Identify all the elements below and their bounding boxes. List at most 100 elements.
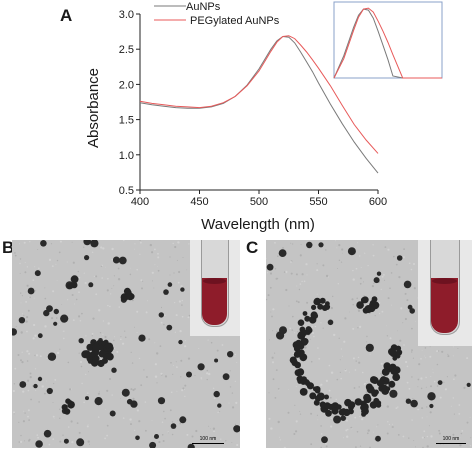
tem-speckle <box>59 440 62 443</box>
nanoparticle <box>149 441 157 448</box>
tem-speckle <box>73 303 75 305</box>
tem-speckle <box>208 425 210 427</box>
tem-speckle <box>84 282 87 284</box>
nanoparticle <box>371 376 379 384</box>
nanoparticle <box>361 296 369 304</box>
tem-speckle <box>372 244 374 246</box>
tem-speckle <box>154 264 156 266</box>
tem-speckle <box>325 249 327 251</box>
nanoparticle <box>338 408 346 416</box>
tem-speckle <box>24 271 27 274</box>
nanoparticle <box>112 256 120 264</box>
tem-speckle <box>310 443 313 446</box>
scale-bar-b-line <box>192 443 224 444</box>
tem-speckle <box>163 323 165 326</box>
inset-series-line <box>333 7 442 79</box>
tem-speckle <box>417 378 420 381</box>
tem-speckle <box>411 327 413 330</box>
tem-speckle <box>235 401 238 404</box>
nanoparticle <box>279 326 287 335</box>
tem-speckle <box>111 247 114 251</box>
tem-speckle <box>292 243 294 245</box>
nanoparticle <box>325 409 332 417</box>
tem-speckle <box>360 267 362 269</box>
tem-speckle <box>399 339 402 342</box>
nanoparticle <box>213 390 220 398</box>
nanoparticle <box>376 271 382 276</box>
tem-speckle <box>310 412 313 415</box>
tem-speckle <box>212 387 215 389</box>
tem-speckle <box>213 430 215 433</box>
tem-speckle <box>316 269 319 272</box>
nanoparticle <box>347 247 356 256</box>
chart-series <box>139 35 379 174</box>
nanoparticle <box>381 387 390 395</box>
tem-speckle <box>48 258 52 261</box>
y-tick-label: 0.5 <box>119 185 134 197</box>
tem-speckle <box>359 282 362 285</box>
tem-speckle <box>179 330 182 333</box>
tem-speckle <box>91 251 94 253</box>
tem-speckle <box>35 290 37 292</box>
vial-meniscus-b <box>203 278 226 284</box>
tem-speckle <box>179 422 182 425</box>
nanoparticle <box>123 287 131 295</box>
tem-speckle <box>23 241 26 244</box>
tem-speckle <box>33 323 36 327</box>
nanoparticle <box>297 331 306 340</box>
tem-speckle <box>412 357 414 359</box>
tem-speckle <box>106 389 109 392</box>
tem-speckle <box>221 344 224 346</box>
tem-speckle <box>354 416 357 419</box>
tem-speckle <box>213 397 216 400</box>
tem-speckle <box>322 327 324 329</box>
tem-speckle <box>46 358 48 360</box>
nanoparticle <box>178 339 183 345</box>
tem-speckle <box>288 389 290 390</box>
tem-speckle <box>413 287 416 290</box>
nanoparticle <box>170 423 177 429</box>
y-tick-label: 1.5 <box>119 115 134 127</box>
tem-speckle <box>290 242 292 244</box>
tem-speckle <box>86 425 89 428</box>
tem-speckle <box>272 308 275 311</box>
nanoparticle <box>87 358 93 364</box>
tem-speckle <box>414 446 416 448</box>
tem-speckle <box>406 381 409 384</box>
nanoparticle <box>360 404 366 411</box>
nanoparticle <box>101 357 108 364</box>
nanoparticle <box>376 402 382 408</box>
scale-bar-c-line <box>436 443 466 444</box>
nanoparticle <box>321 436 328 444</box>
vial-solution-c <box>431 278 458 333</box>
tem-speckle <box>358 386 360 388</box>
nanoparticle <box>76 438 85 447</box>
tem-speckle <box>174 245 177 249</box>
tem-speckle <box>353 387 356 389</box>
tem-speckle <box>350 426 353 429</box>
tem-speckle <box>447 355 450 358</box>
tem-speckle <box>113 285 115 287</box>
tem-speckle <box>169 256 171 258</box>
tem-speckle <box>346 428 349 431</box>
tem-speckle <box>408 387 411 390</box>
tem-speckle <box>19 272 21 274</box>
tem-speckle <box>136 409 139 412</box>
tem-speckle <box>77 270 80 273</box>
tem-speckle <box>130 423 132 426</box>
tem-speckle <box>177 420 179 422</box>
tem-speckle <box>359 325 362 328</box>
nanoparticle <box>302 338 309 345</box>
tem-speckle <box>452 397 454 399</box>
tem-speckle <box>386 335 389 337</box>
tem-speckle <box>266 272 269 274</box>
tem-speckle <box>402 322 404 324</box>
nanoparticle <box>138 334 146 342</box>
nanoparticle <box>375 435 381 442</box>
tem-speckle <box>397 330 398 332</box>
tem-speckle <box>27 309 30 312</box>
tem-speckle <box>313 335 315 338</box>
tem-speckle <box>78 352 80 354</box>
tem-speckle <box>161 421 164 423</box>
tem-speckle <box>290 261 292 263</box>
